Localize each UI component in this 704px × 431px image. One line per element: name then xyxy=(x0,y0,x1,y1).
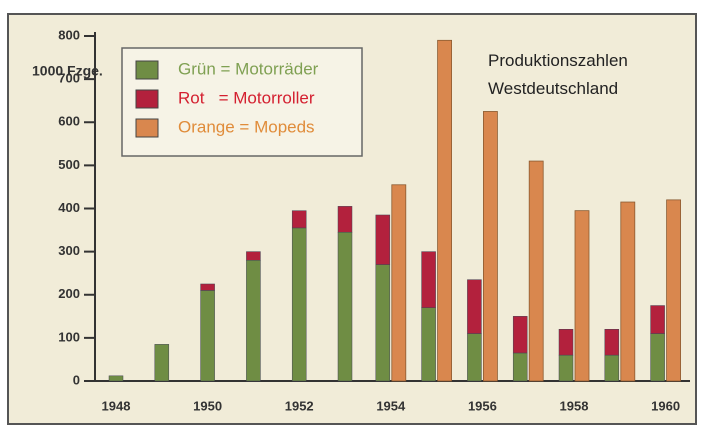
legend-label: Rot = Motorroller xyxy=(178,88,315,107)
bar xyxy=(528,160,544,382)
bar xyxy=(512,352,528,382)
bar xyxy=(650,333,665,382)
bar xyxy=(421,251,436,308)
x-tick-label: 1950 xyxy=(193,398,222,413)
bar xyxy=(337,231,353,382)
y-tick-label: 100 xyxy=(58,329,80,344)
bar xyxy=(375,214,391,265)
y-tick-label: 600 xyxy=(58,114,80,129)
bar xyxy=(437,39,453,382)
bar xyxy=(620,201,636,382)
y-tick-label: 0 xyxy=(73,372,80,387)
bar xyxy=(391,184,407,382)
x-tick-label: 1956 xyxy=(468,398,497,413)
y-tick-label: 700 xyxy=(58,71,80,86)
bar xyxy=(375,264,391,382)
bar xyxy=(200,283,215,291)
bar xyxy=(200,290,215,382)
x-tick-label: 1948 xyxy=(102,398,131,413)
bar xyxy=(558,329,574,356)
bar xyxy=(246,260,261,382)
legend-swatch xyxy=(135,89,159,109)
bar xyxy=(604,354,620,382)
bar xyxy=(558,354,574,382)
x-tick-label: 1960 xyxy=(651,398,680,413)
bar xyxy=(604,329,620,356)
bar xyxy=(467,279,482,334)
legend-label: Grün = Motorräder xyxy=(178,59,319,78)
y-axis-label: 1000 Fzge. xyxy=(32,63,103,79)
legend-swatch xyxy=(135,60,159,80)
bar xyxy=(650,305,665,334)
bar xyxy=(337,206,353,233)
x-tick-label: 1952 xyxy=(285,398,314,413)
x-tick-label: 1958 xyxy=(560,398,589,413)
x-tick-label: 1954 xyxy=(376,398,406,413)
y-tick-label: 400 xyxy=(58,200,80,215)
y-tick-label: 200 xyxy=(58,286,80,301)
y-tick-label: 500 xyxy=(58,157,80,172)
legend-swatch xyxy=(135,118,159,138)
bar xyxy=(291,210,307,229)
y-tick-label: 800 xyxy=(58,27,80,42)
bar xyxy=(154,344,170,382)
bar xyxy=(246,251,261,261)
bar xyxy=(421,307,436,382)
bar xyxy=(108,375,124,382)
bar xyxy=(574,210,590,382)
chart-title: Produktionszahlen Westdeutschland xyxy=(488,51,628,98)
legend-box xyxy=(121,47,363,157)
legend-label: Orange = Mopeds xyxy=(178,117,315,136)
bar xyxy=(291,227,307,382)
y-tick-label: 300 xyxy=(58,243,80,258)
bar xyxy=(482,111,498,382)
bar xyxy=(467,333,482,382)
bar xyxy=(512,316,528,354)
bar xyxy=(666,199,681,382)
